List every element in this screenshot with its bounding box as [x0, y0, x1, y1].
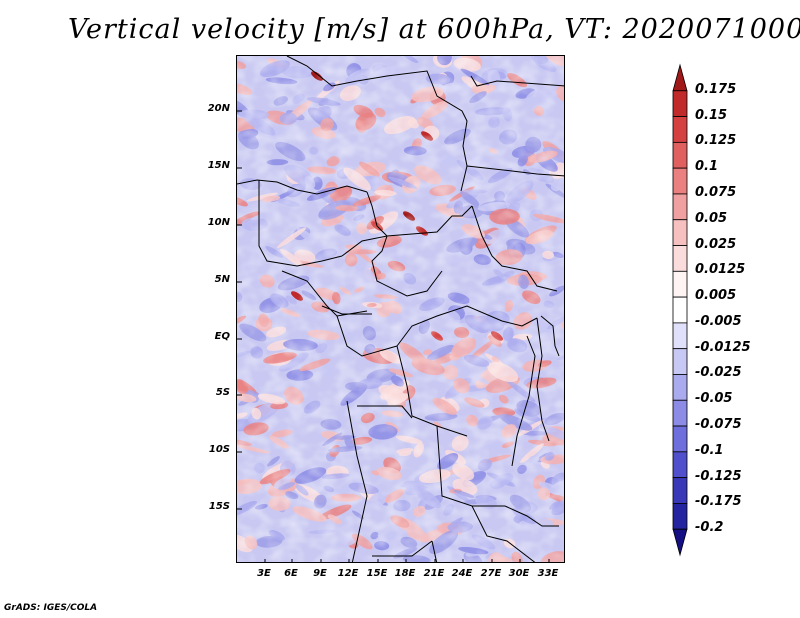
colorbar-segment: [672, 245, 688, 272]
border-line: [470, 75, 564, 87]
latitude-label: 15S: [208, 501, 230, 512]
longitude-label: 33E: [537, 568, 559, 579]
border-line: [286, 56, 468, 192]
axis-ticks: [237, 110, 550, 562]
border-line: [341, 235, 388, 257]
velocity-field-map: [237, 56, 564, 562]
colorbar-segment: [672, 193, 688, 221]
border-line: [466, 165, 564, 177]
border-line: [540, 315, 560, 357]
map-frame: [236, 55, 565, 563]
colorbar-level-label: 0.05: [695, 210, 728, 226]
border-line: [471, 205, 558, 292]
colorbar-level-label: 0.175: [695, 81, 737, 97]
colorbar-level-label: -0.05: [695, 391, 733, 407]
border-line: [346, 400, 368, 562]
longitude-label: 9E: [313, 568, 327, 579]
longitude-label: 12E: [337, 568, 359, 579]
border-line: [396, 345, 468, 437]
border-line: [431, 540, 438, 562]
border-line: [372, 540, 433, 557]
longitude-label: 24E: [451, 568, 473, 579]
border-line: [536, 317, 550, 442]
colorbar-level-label: -0.075: [695, 417, 742, 433]
country-borders: [237, 56, 564, 562]
colorbar-bottom-arrow: [672, 528, 688, 557]
border-line: [504, 505, 559, 527]
field-texture: [237, 56, 564, 562]
border-line: [321, 305, 372, 315]
colorbar: [672, 63, 688, 557]
colorbar-level-label: -0.1: [695, 442, 724, 458]
colorbar-segment: [672, 219, 688, 246]
colorbar-top-arrow: [672, 63, 688, 92]
colorbar-segment: [672, 141, 688, 169]
colorbar-level-label: -0.025: [695, 365, 742, 381]
colorbar-segment: [672, 322, 688, 350]
colorbar-level-label: 0.075: [695, 184, 737, 200]
colorbar-level-label: 0.0125: [695, 262, 746, 278]
map-title: Vertical velocity [m/s] at 600hPa, VT: 2…: [68, 14, 800, 45]
border-line: [371, 235, 443, 297]
latitude-label: 5S: [215, 387, 230, 398]
border-line: [366, 191, 473, 237]
colorbar-level-label: 0.1: [695, 159, 719, 175]
colorbar-level-label: 0.15: [695, 107, 728, 123]
border-line: [511, 335, 536, 467]
latitude-label: 5N: [214, 274, 230, 285]
border-line: [357, 405, 413, 419]
colorbar-level-label: -0.2: [695, 520, 724, 536]
colorbar-level-label: -0.175: [695, 494, 742, 510]
border-line: [436, 425, 505, 507]
colorbar-segment: [672, 477, 688, 504]
border-line: [258, 180, 343, 267]
colorbar-level-label: -0.005: [695, 313, 742, 329]
colorbar-segment: [672, 167, 688, 195]
colorbar-segment: [672, 296, 688, 324]
colorbar-segment: [672, 90, 688, 117]
colorbar-level-label: 0.005: [695, 288, 737, 304]
colorbar-level-label: -0.125: [695, 468, 742, 484]
border-line: [396, 305, 538, 347]
colorbar-segment: [672, 399, 688, 427]
border-line: [336, 315, 398, 357]
longitude-label: 21E: [423, 568, 445, 579]
colorbar-segment: [672, 348, 688, 375]
longitude-label: 27E: [480, 568, 502, 579]
colorbar-segment: [672, 451, 688, 479]
grads-credit: GrADS: IGES/COLA: [4, 603, 98, 613]
colorbar-level-label: 0.125: [695, 133, 737, 149]
longitude-label: 3E: [257, 568, 271, 579]
latitude-label: EQ: [214, 331, 230, 342]
colorbar-segment: [672, 374, 688, 401]
longitude-label: 6E: [284, 568, 298, 579]
border-line: [237, 179, 368, 195]
latitude-label: 20N: [207, 103, 230, 114]
latitude-label: 10N: [207, 217, 230, 228]
latitude-label: 10S: [208, 444, 230, 455]
colorbar-segment: [672, 270, 688, 298]
longitude-label: 15E: [366, 568, 388, 579]
colorbar-level-label: 0.025: [695, 236, 737, 252]
longitude-label: 18E: [394, 568, 416, 579]
colorbar-level-label: -0.0125: [695, 339, 751, 355]
border-line: [471, 505, 536, 562]
colorbar-segment: [672, 116, 688, 143]
colorbar-segment: [672, 503, 688, 530]
colorbar-segment: [672, 425, 688, 453]
longitude-label: 30E: [508, 568, 530, 579]
latitude-label: 15N: [207, 160, 230, 171]
